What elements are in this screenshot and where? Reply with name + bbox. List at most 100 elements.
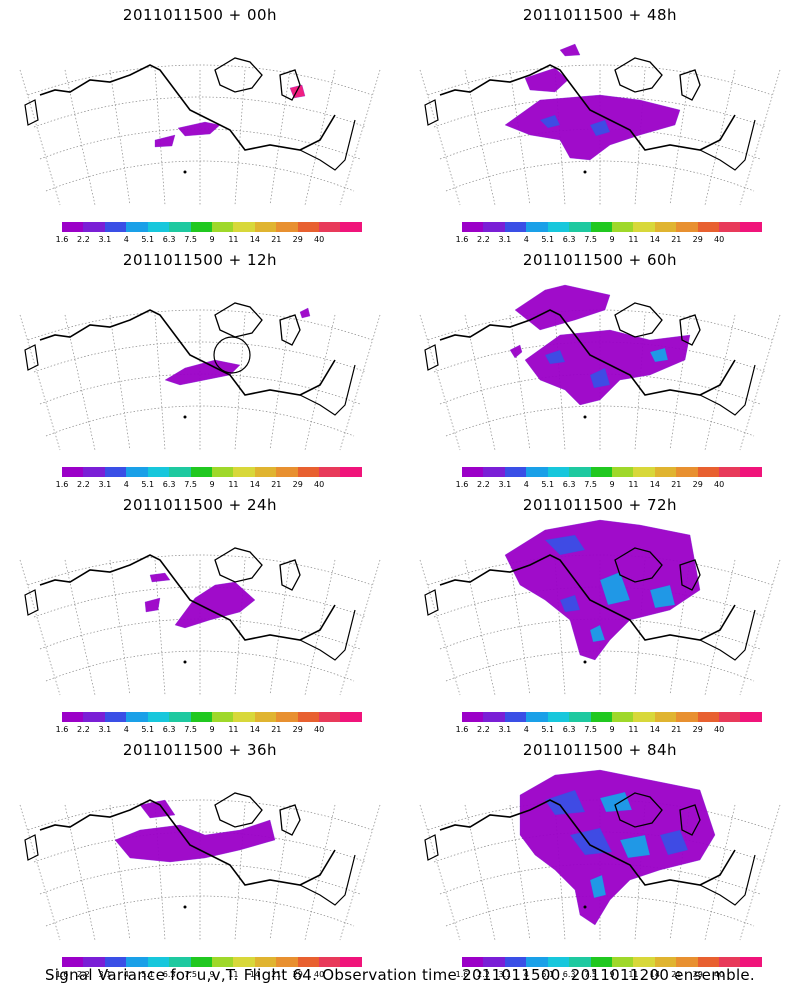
colorbar-tick-label: 2.2	[77, 725, 90, 734]
latitude-gridline	[427, 64, 773, 96]
meridian-gridline	[634, 69, 646, 206]
map-panel: 2011011500 + 72h 1.6 2.2 3.1 4 5.1 6.3 7.5 9 11 1…	[400, 490, 800, 735]
colorbar-tick-label: 2.2	[477, 480, 490, 489]
colorbar-tick-label: 21	[271, 480, 282, 489]
colorbar-swatch	[276, 467, 298, 477]
colorbar-ticks: 1.6 2.2 3.1 4 5.1 6.3 7.5 9 11 14 21 29 40	[56, 970, 362, 980]
meridian-gridline	[634, 559, 646, 696]
colorbar-tick-label: 9	[609, 235, 615, 244]
colorbar-tick-label: 7.5	[584, 235, 597, 244]
variance-contour	[589, 119, 611, 137]
variance-contour	[599, 571, 631, 606]
map-panel: 2011011500 + 36h 1.6 2.2 3.1 4 5.1 6.3 7.5 9 11 1…	[0, 735, 400, 980]
coastline-east	[299, 609, 356, 661]
arctic-islands-outline	[614, 57, 663, 93]
colorbar-tick-label: 6.3	[162, 970, 176, 979]
colorbar-swatch	[719, 222, 741, 232]
colorbar-swatch	[697, 222, 720, 232]
coastline-west	[24, 589, 39, 616]
greenland-outline	[279, 804, 301, 836]
colorbar-ticks: 1.6 2.2 3.1 4 5.1 6.3 7.5 9 11 14 21 29 40	[456, 970, 762, 980]
colorbar-tick-label: 7.5	[584, 480, 597, 489]
colorbar-tick-label: 14	[249, 725, 260, 734]
colorbar-tick-label: 5.1	[541, 725, 555, 734]
colorbar-tick-label: 4	[123, 480, 129, 489]
colorbar-swatch	[462, 222, 484, 232]
colorbar-tick-label: 3.1	[98, 480, 112, 489]
latitude-gridline	[33, 341, 367, 373]
colorbar-swatch	[740, 712, 762, 722]
colorbar-tick-label: 11	[628, 480, 639, 489]
colorbar-tick-label: 11	[628, 725, 639, 734]
colorbar-swatch	[569, 222, 591, 232]
coastline-west	[24, 834, 39, 861]
latitude-gridline	[27, 799, 373, 831]
coastline-east	[699, 119, 756, 171]
meridian-gridline	[739, 804, 781, 941]
colorbar-swatch	[526, 222, 548, 232]
map-panel: 2011011500 + 12h 1.6 2.2 3.1 4 5.1 6.3 7.5 9 11 1…	[0, 245, 400, 490]
colorbar-swatch	[62, 222, 84, 232]
arctic-islands-outline	[214, 792, 263, 828]
colorbar-tick-label: 11	[628, 970, 639, 979]
meridian-gridline	[419, 69, 461, 206]
colorbar-tick-label: 40	[714, 480, 725, 489]
colorbar	[62, 467, 362, 477]
colorbar-ticks: 1.6 2.2 3.1 4 5.1 6.3 7.5 9 11 14 21 29 40	[56, 235, 362, 245]
colorbar-swatch	[654, 712, 677, 722]
meridian-gridline	[19, 559, 61, 696]
variance-contour	[544, 789, 586, 816]
colorbar-swatch	[740, 957, 762, 967]
colorbar-tick-label: 6.3	[562, 970, 576, 979]
island-dot	[183, 660, 187, 664]
colorbar-swatch	[633, 712, 655, 722]
colorbar-swatch	[547, 957, 570, 967]
colorbar-tick-label: 6.3	[562, 480, 576, 489]
colorbar-tick-label: 1.6	[455, 970, 469, 979]
colorbar-swatch	[211, 957, 234, 967]
variance-contour	[649, 347, 669, 363]
colorbar-ticks: 1.6 2.2 3.1 4 5.1 6.3 7.5 9 11 14 21 29 40	[456, 235, 762, 245]
meridian-gridline	[234, 314, 246, 451]
meridian-gridline	[339, 804, 381, 941]
variance-contour	[619, 834, 651, 859]
map-panel: 2011011500 + 24h 1.6 2.2 3.1 4 5.1 6.3 7.5 9 11 1…	[0, 490, 400, 735]
colorbar-swatch	[676, 467, 698, 477]
colorbar-tick-label: 2.2	[477, 235, 490, 244]
colorbar-tick-label: 3.1	[498, 480, 512, 489]
polar-map	[419, 519, 781, 705]
map-background	[20, 302, 380, 460]
colorbar-tick-label: 11	[228, 970, 239, 979]
colorbar	[462, 712, 762, 722]
colorbar-tick-label: 29	[692, 970, 703, 979]
greenland-outline	[279, 559, 301, 591]
colorbar-swatch	[104, 712, 127, 722]
colorbar-swatch	[276, 712, 298, 722]
colorbar-tick-label: 7.5	[184, 725, 197, 734]
colorbar-tick-label: 11	[228, 480, 239, 489]
colorbar-swatch	[547, 712, 570, 722]
variance-contour	[114, 819, 276, 863]
colorbar-tick-label: 9	[609, 480, 615, 489]
colorbar-tick-label: 5.1	[541, 235, 555, 244]
colorbar-swatch	[83, 222, 105, 232]
colorbar-tick-label: 1.6	[55, 235, 69, 244]
colorbar-swatch	[169, 957, 191, 967]
colorbar-tick-label: 40	[714, 970, 725, 979]
colorbar-swatch	[319, 467, 341, 477]
meridian-gridline	[234, 804, 246, 941]
colorbar-tick-label: 40	[314, 480, 325, 489]
island-dot	[183, 905, 187, 909]
panel-title: 2011011500 + 24h	[122, 496, 278, 514]
meridian-gridline	[154, 804, 166, 941]
colorbar-tick-label: 1.6	[55, 725, 69, 734]
greenland-outline	[279, 314, 301, 346]
greenland-outline	[679, 804, 701, 836]
colorbar-tick-label: 14	[249, 480, 260, 489]
panel-title: 2011011500 + 72h	[522, 496, 678, 514]
colorbar-tick-label: 4	[123, 970, 129, 979]
colorbar-swatch	[462, 467, 484, 477]
colorbar-tick-label: 3.1	[498, 725, 512, 734]
colorbar-tick-label: 21	[271, 235, 282, 244]
greenland-outline	[679, 69, 701, 101]
